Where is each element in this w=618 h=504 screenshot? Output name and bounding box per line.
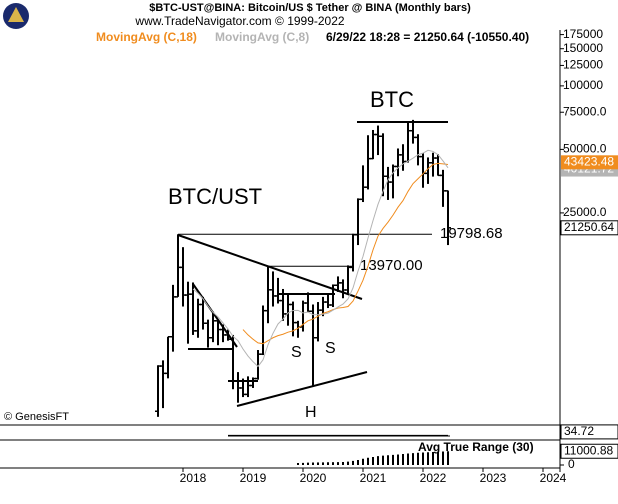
x-tick-label: 2020 (300, 471, 327, 485)
x-tick-label: 2019 (240, 471, 267, 485)
subtitle: www.TradeNavigator.com © 1999-2022 (134, 14, 344, 28)
y-tick-label: 25000.0 (563, 205, 607, 219)
title: $BTC-UST@BINA: Bitcoin/US $ Tether @ BIN… (149, 2, 471, 14)
trendline (236, 371, 368, 407)
info: 6/29/22 18:28 = 21250.64 (-10550.40) (326, 30, 529, 44)
annotation: BTC/UST (168, 184, 262, 209)
annotation: S (291, 344, 302, 361)
x-tick-label: 2024 (540, 471, 567, 485)
price-tag (560, 220, 618, 236)
x-tick-label: 2018 (180, 471, 207, 485)
y-tick-label: 175000 (563, 27, 603, 41)
atr-tag (560, 443, 618, 459)
x-tick-label: 2021 (360, 471, 387, 485)
y-tick-label: 100000 (563, 78, 603, 92)
osc-tag-label: 34.72 (564, 424, 594, 438)
y-tick-label: 75000.0 (563, 104, 607, 118)
price-tag (561, 155, 618, 170)
y-tick-label: 125000 (563, 58, 603, 72)
moving-average (242, 162, 449, 345)
annotation: S (325, 340, 336, 357)
atr-name: Avg True Range (30) (418, 440, 534, 454)
y-tick-label: 50000.0 (563, 142, 607, 156)
legend-ma8: MovingAvg (C,8) (215, 30, 309, 44)
level-label: 13970.00 (360, 257, 423, 274)
price-tag-label: 43423.48 (564, 154, 614, 168)
logo-mark (8, 7, 24, 22)
legend-ma18: MovingAvg (C,18) (96, 30, 197, 44)
price-tag-label: 21250.64 (564, 220, 614, 234)
annotation: H (305, 404, 317, 421)
level-label: 19798.68 (440, 225, 503, 242)
trendline (192, 283, 238, 348)
osc-tag (560, 424, 618, 440)
copyright: © GenesisFT (4, 411, 69, 423)
x-tick-label: 2023 (480, 471, 507, 485)
atr-tag-label: 11000.88 (564, 443, 613, 457)
atr-tick-label: 0 (568, 457, 575, 471)
trendline (177, 234, 363, 300)
x-tick-label: 2022 (420, 471, 447, 485)
bar (445, 190, 451, 246)
annotation: BTC (370, 87, 414, 112)
moving-average (192, 149, 449, 368)
y-tick-label: 150000 (563, 41, 603, 55)
